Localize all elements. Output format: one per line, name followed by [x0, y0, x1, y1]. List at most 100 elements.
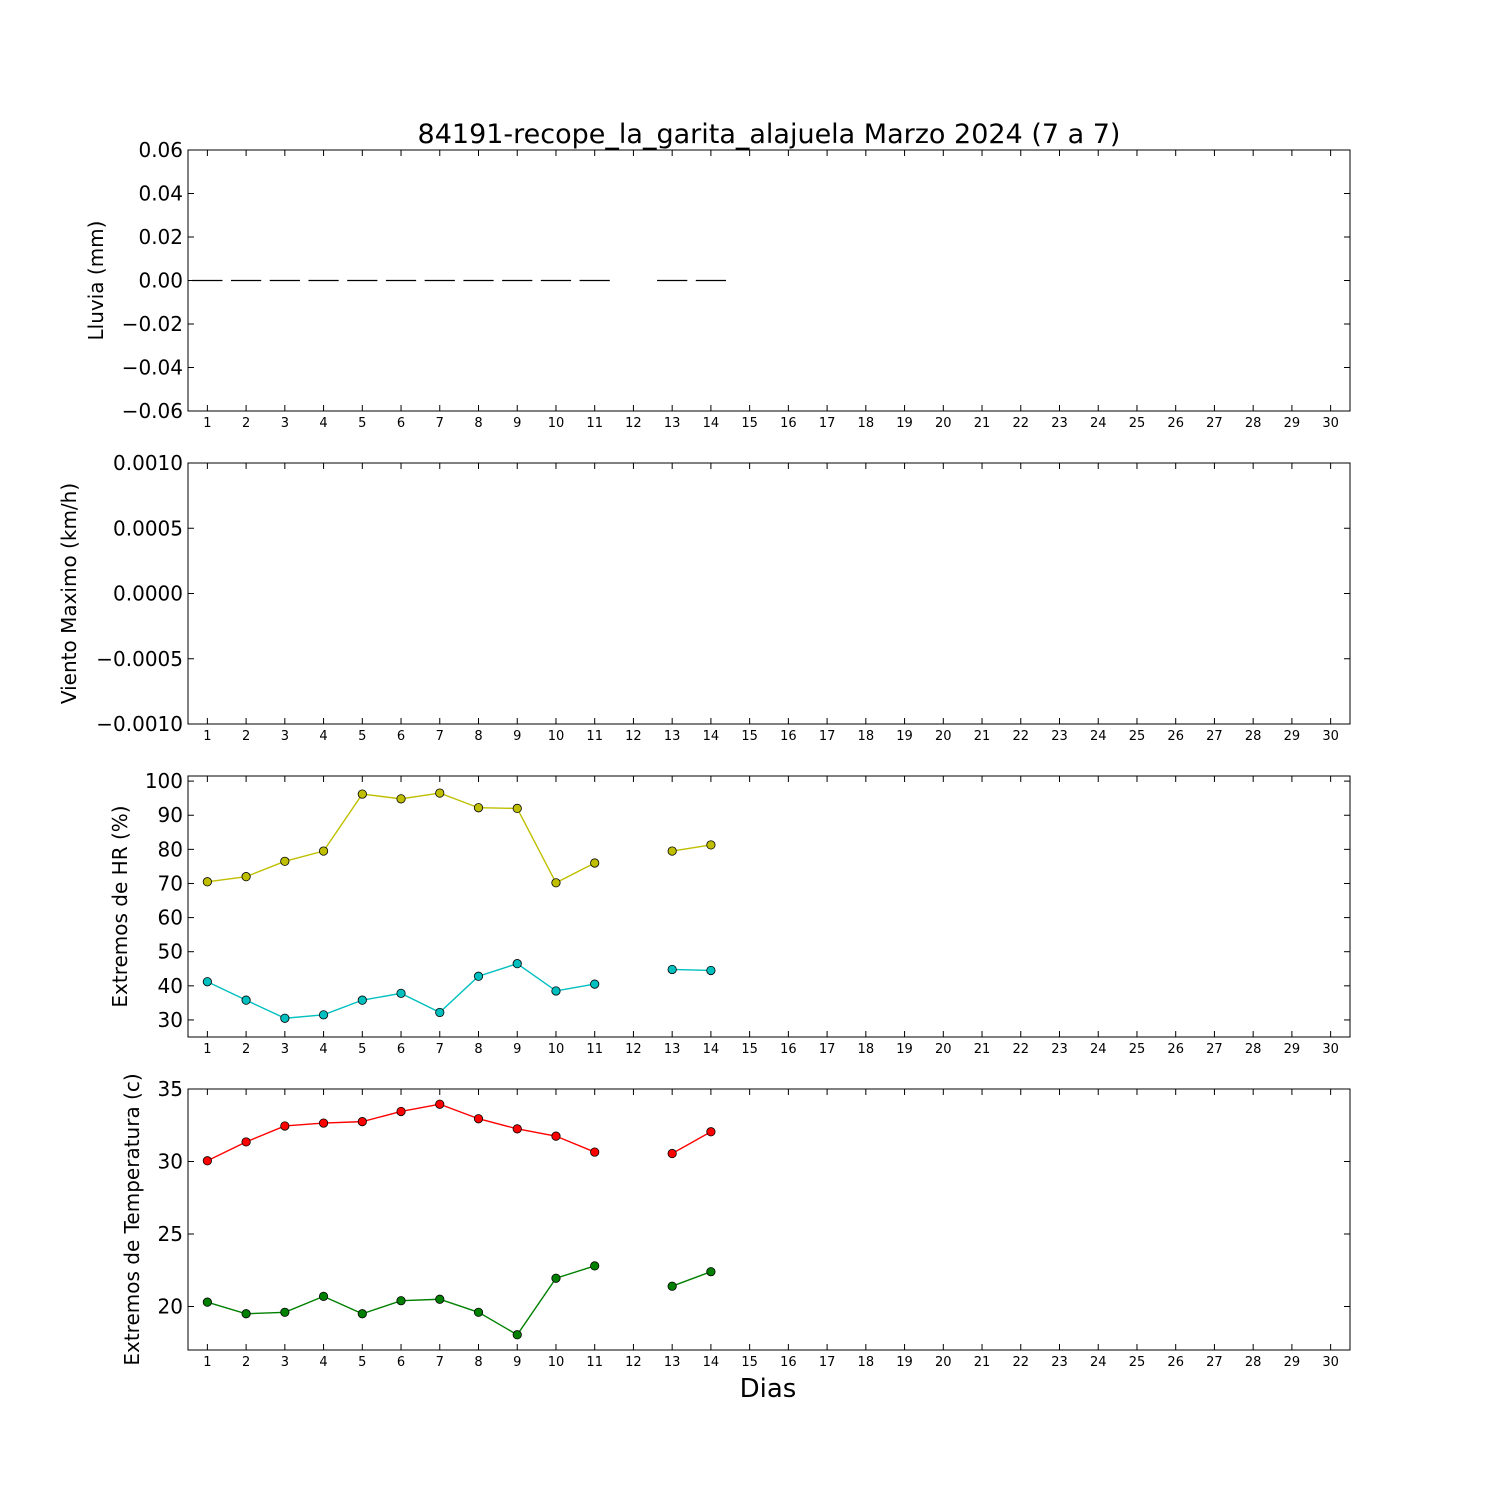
x-tick-label: 10 — [548, 729, 565, 744]
x-tick-label: 3 — [281, 416, 289, 431]
x-tick-label: 11 — [586, 729, 603, 744]
x-tick-label: 23 — [1051, 416, 1068, 431]
x-tick-label: 6 — [397, 1355, 405, 1370]
x-tick-label: 8 — [474, 1042, 482, 1057]
data-point — [512, 959, 522, 969]
y-tick-label: 30 — [158, 1150, 183, 1174]
y-tick-label: −0.04 — [122, 356, 183, 380]
plot-frame — [187, 462, 1351, 725]
x-tick-label: 10 — [548, 1355, 565, 1370]
x-tick-label: 25 — [1129, 416, 1146, 431]
x-tick-label: 23 — [1051, 1042, 1068, 1057]
data-point — [357, 1117, 367, 1127]
data-point — [473, 1307, 484, 1317]
x-tick-label: 27 — [1206, 1042, 1223, 1057]
data-point — [590, 858, 600, 868]
data-point — [473, 803, 484, 813]
x-tick-label: 21 — [974, 1042, 991, 1057]
x-tick-label: 8 — [474, 1355, 482, 1370]
x-tick-label: 14 — [703, 416, 720, 431]
x-tick-label: 18 — [858, 1355, 875, 1370]
data-point — [667, 1148, 677, 1159]
data-point — [706, 1267, 716, 1277]
x-tick-label: 21 — [974, 729, 991, 744]
data-point — [396, 1296, 406, 1306]
x-tick-label: 19 — [896, 1042, 913, 1057]
x-tick-label: 22 — [1012, 729, 1029, 744]
data-point — [706, 1127, 716, 1137]
x-tick-label: 11 — [586, 416, 603, 431]
x-tick-label: 29 — [1284, 416, 1301, 431]
y-axis-label: Extremos de HR (%) — [108, 805, 132, 1007]
data-point — [396, 794, 406, 804]
y-tick-label: 80 — [158, 837, 183, 861]
x-tick-label: 8 — [474, 416, 482, 431]
data-point — [706, 840, 716, 850]
x-tick-label: 15 — [741, 729, 758, 744]
y-tick-label: −0.06 — [122, 399, 183, 423]
data-point — [551, 878, 561, 888]
x-tick-label: 22 — [1012, 1042, 1029, 1057]
x-tick-label: 2 — [242, 1042, 250, 1057]
x-tick-label: 30 — [1322, 1355, 1339, 1370]
x-tick-label: 24 — [1090, 1042, 1107, 1057]
data-point — [551, 1273, 561, 1283]
y-tick-label: 0.0005 — [113, 516, 183, 540]
x-tick-label: 27 — [1206, 729, 1223, 744]
x-tick-label: 11 — [586, 1042, 603, 1057]
data-point — [202, 877, 212, 887]
x-tick-label: 4 — [319, 1042, 327, 1057]
x-tick-label: 25 — [1129, 1355, 1146, 1370]
data-point — [435, 1294, 445, 1304]
x-tick-label: 29 — [1284, 1355, 1301, 1370]
x-tick-label: 2 — [242, 1355, 250, 1370]
panel-1: 0.060.040.020.00−0.02−0.04−0.061 2 3 4 5 6 7 8 9… — [84, 138, 1351, 431]
x-tick-label: 7 — [436, 416, 444, 431]
y-tick-label: 20 — [158, 1295, 183, 1319]
x-tick-label: 12 — [625, 1042, 642, 1057]
x-tick-label: 24 — [1090, 729, 1107, 744]
data-point — [667, 1281, 677, 1291]
x-tick-label: 18 — [858, 729, 875, 744]
data-point — [435, 1007, 445, 1018]
x-tick-label: 27 — [1206, 1355, 1223, 1370]
x-tick-label: 29 — [1284, 729, 1301, 744]
x-tick-label: 7 — [436, 1355, 444, 1370]
x-tick-label: 1 — [203, 729, 211, 744]
y-tick-label: 60 — [158, 906, 183, 930]
data-point — [590, 979, 600, 989]
x-tick-label: 7 — [436, 729, 444, 744]
data-point — [202, 1297, 212, 1307]
x-tick-label: 19 — [896, 416, 913, 431]
x-tick-label: 10 — [548, 416, 565, 431]
x-tick-label: 15 — [741, 1042, 758, 1057]
y-tick-label: 25 — [158, 1222, 183, 1246]
x-tick-label: 6 — [397, 729, 405, 744]
x-tick-label: 12 — [625, 729, 642, 744]
chart-title: 84191-recope_la_garita_alajuela Marzo 20… — [418, 119, 1121, 150]
series-line — [672, 844, 712, 852]
data-point — [396, 988, 406, 998]
y-tick-label: −0.02 — [122, 312, 183, 336]
x-tick-label: 11 — [586, 1355, 603, 1370]
x-tick-label: 18 — [858, 1042, 875, 1057]
x-tick-label: 9 — [513, 1355, 521, 1370]
x-tick-label: 12 — [625, 416, 642, 431]
series-2 — [202, 1261, 716, 1340]
x-tick-label: 1 — [203, 1042, 211, 1057]
data-point — [202, 977, 212, 987]
x-tick-label: 5 — [358, 729, 366, 744]
x-tick-label: 25 — [1129, 1042, 1146, 1057]
x-tick-label: 24 — [1090, 1355, 1107, 1370]
y-tick-label: 30 — [158, 1008, 183, 1032]
x-tick-label: 17 — [819, 416, 836, 431]
data-point — [667, 964, 677, 975]
data-point — [512, 1124, 522, 1134]
x-tick-label: 25 — [1129, 729, 1146, 744]
series-line — [207, 792, 596, 884]
x-tick-label: 9 — [513, 1042, 521, 1057]
series-1 — [202, 788, 716, 888]
x-tick-label: 4 — [319, 1355, 327, 1370]
y-tick-label: 40 — [158, 974, 183, 998]
